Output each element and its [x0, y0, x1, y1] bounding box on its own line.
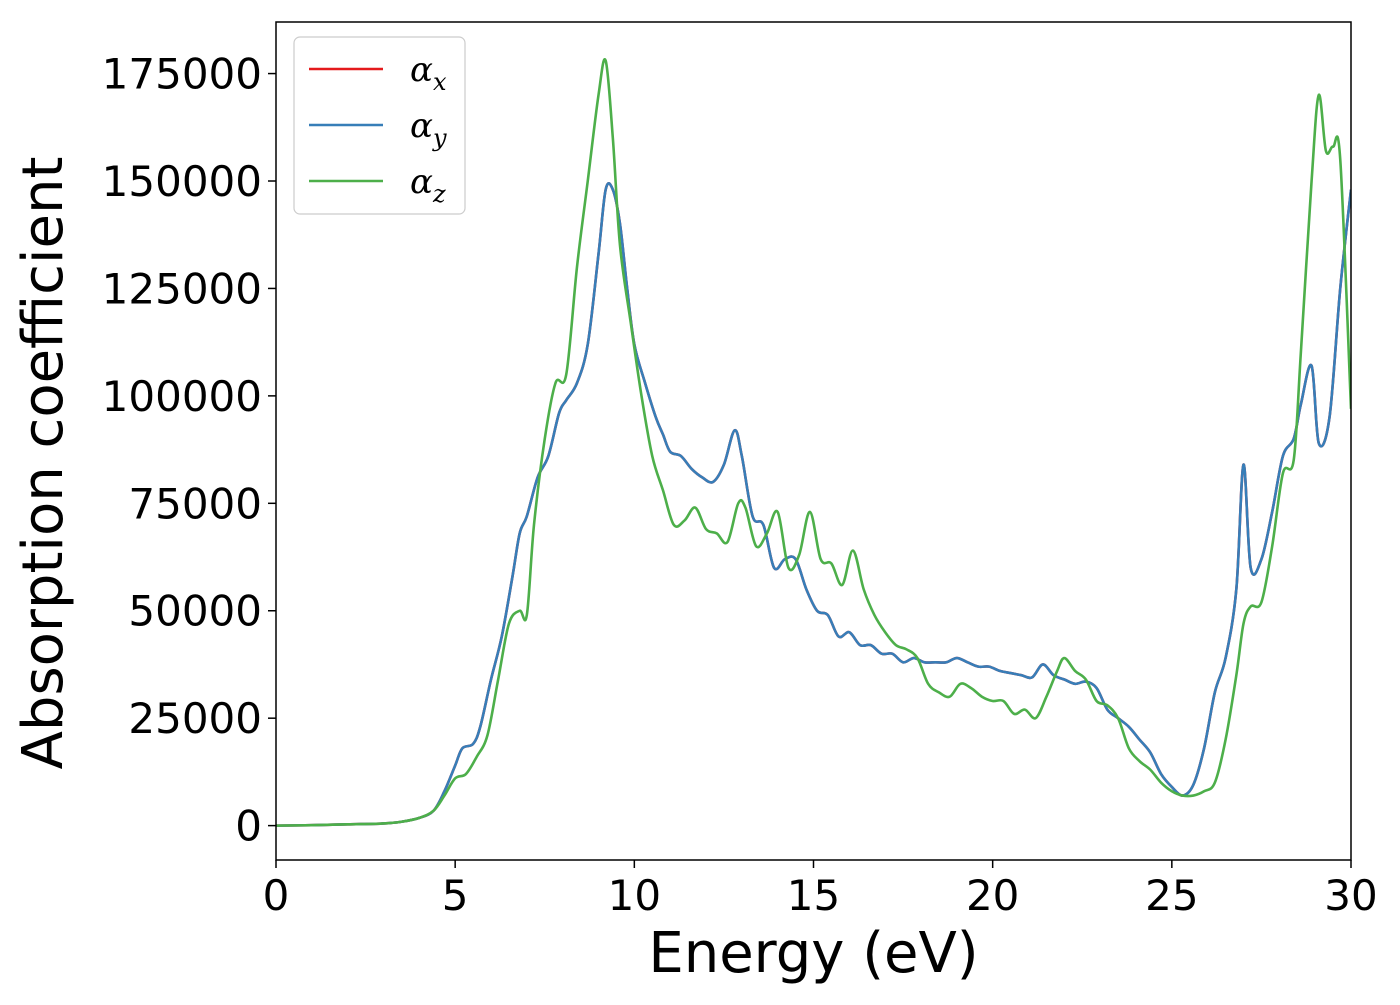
legend-label-z: αz	[410, 162, 446, 208]
series-line-x	[276, 182, 1351, 827]
legend: αx αy αz	[293, 36, 466, 215]
legend-label-x: αx	[410, 50, 447, 96]
x-tick-label: 20	[966, 871, 1019, 920]
x-tick-label: 5	[442, 871, 469, 920]
x-tick-label: 25	[1145, 871, 1198, 920]
y-axis-title: Absorption coefficient	[11, 157, 76, 770]
y-tick-label: 25000	[128, 694, 262, 743]
x-tick-label: 15	[787, 871, 840, 920]
x-tick-label: 10	[608, 871, 661, 920]
x-axis-ticks: 0 5 10 15 20 25 30	[263, 860, 1378, 920]
x-axis-title: Energy (eV)	[648, 921, 978, 986]
y-tick-label: 50000	[128, 587, 262, 636]
y-tick-label: 75000	[128, 479, 262, 528]
y-tick-label: 175000	[102, 50, 262, 99]
x-tick-label: 0	[263, 871, 290, 920]
x-tick-label: 30	[1324, 871, 1377, 920]
series-line-z	[276, 57, 1351, 827]
legend-label-y: αy	[410, 106, 447, 152]
y-axis-ticks: 0 25000 50000 75000 100000 125000 150000 175000	[102, 50, 276, 851]
y-tick-label: 150000	[102, 157, 262, 206]
y-tick-label: 0	[235, 802, 262, 851]
series-line-y	[276, 182, 1351, 827]
y-tick-label: 125000	[102, 264, 262, 313]
y-tick-label: 100000	[102, 372, 262, 421]
series-layer	[276, 57, 1351, 827]
